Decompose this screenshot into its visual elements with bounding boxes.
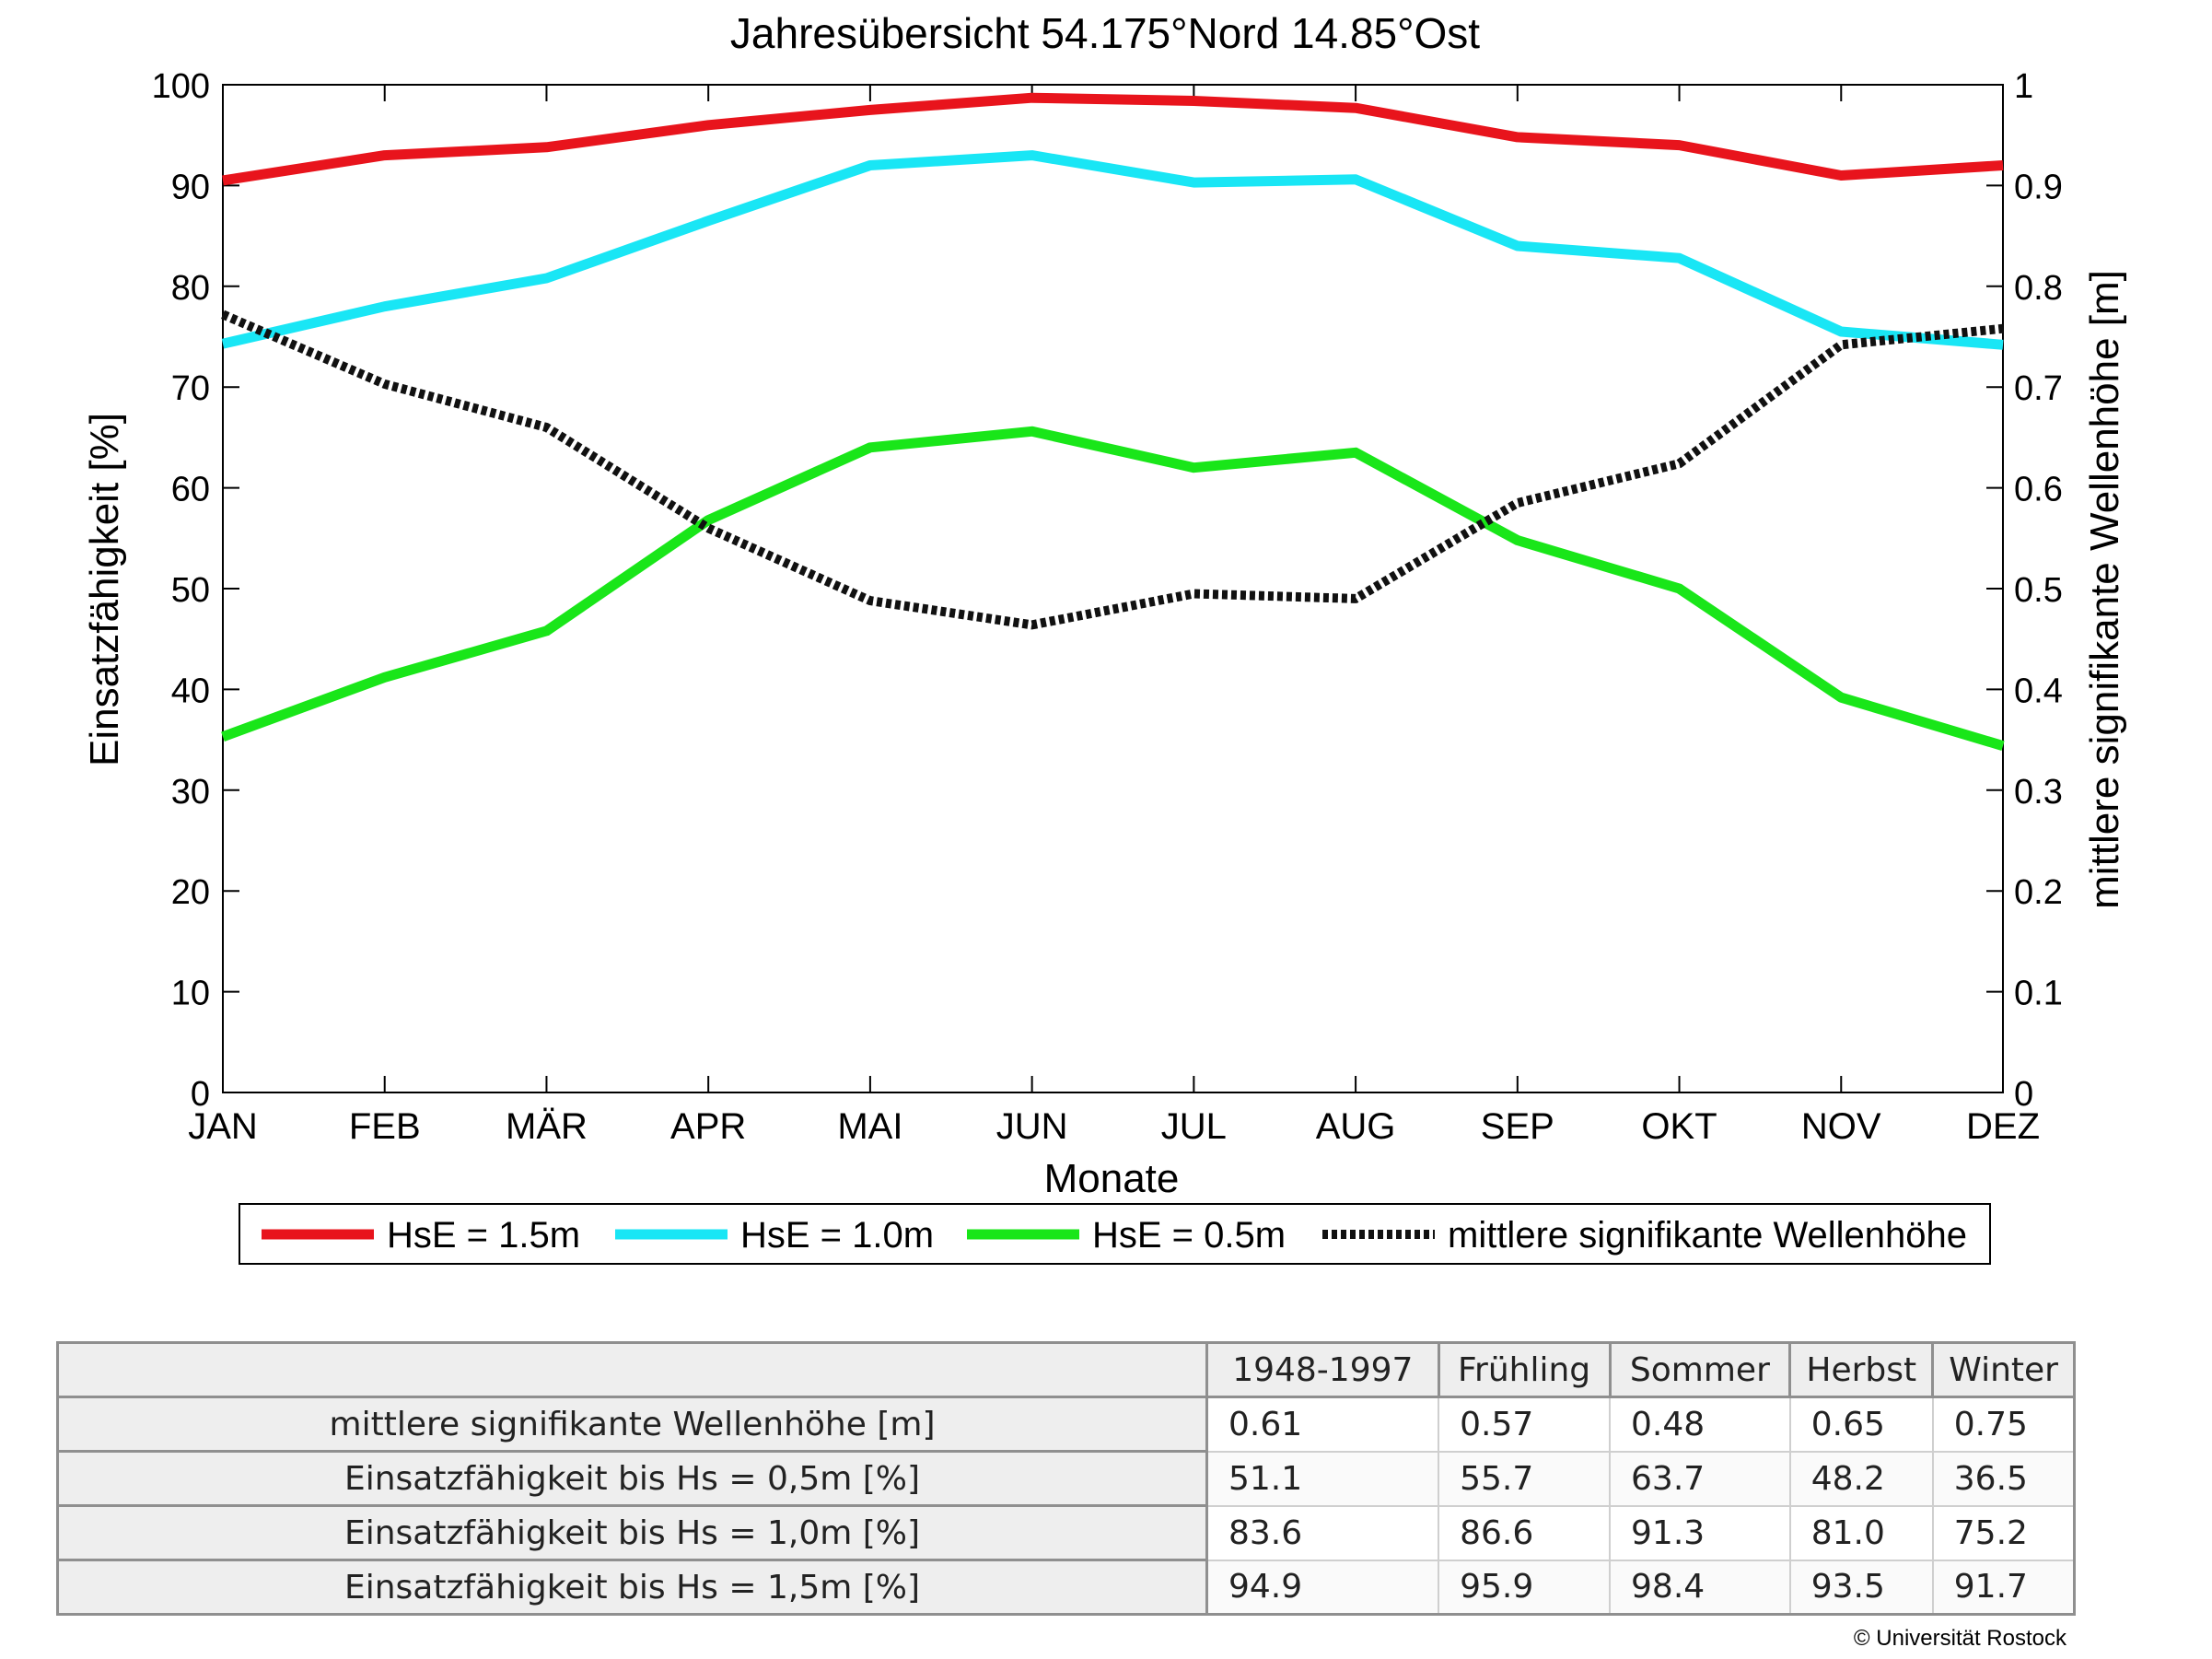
table-cell: 83.6 [1205,1504,1440,1561]
x-tick-label: SEP [1481,1106,1554,1147]
table-header-row: 1948-1997 Frühling Sommer Herbst Winter [56,1341,2076,1398]
y-tick-label: 90 [171,168,210,206]
table-row-label: Einsatzfähigkeit bis Hs = 1,0m [%] [56,1504,1208,1561]
series-line [221,150,2004,350]
y-tick-label: 0 [191,1075,210,1114]
y-tick-label: 80 [171,269,210,308]
table-cell: 91.3 [1609,1504,1791,1561]
y2-tick-label: 0.9 [2014,168,2063,206]
table-header-autumn: Herbst [1788,1341,1935,1398]
table-row-label: Einsatzfähigkeit bis Hs = 0,5m [%] [56,1450,1208,1507]
x-tick-label: MÄR [506,1106,588,1147]
chart: Jahresübersicht 54.175°Nord 14.85°Ost 0 1… [82,9,2127,1265]
x-tick-label: JUN [996,1106,1068,1147]
legend-box [239,1203,1991,1265]
plot-frame [222,84,2004,1093]
x-axis-label: Monate [1044,1156,1180,1201]
table-cell: 86.6 [1438,1504,1612,1561]
y-tick-label: 20 [171,873,210,912]
x-tick-label: APR [670,1106,746,1147]
table-header-summer: Sommer [1609,1341,1792,1398]
table-cell: 81.0 [1788,1504,1934,1561]
series-line [221,426,2005,751]
x-tick-label: JAN [188,1106,258,1147]
y-tick-label: 100 [152,67,210,106]
table-corner-cell [56,1341,1208,1398]
y-tick-label: 50 [171,571,210,610]
y2-tick-label: 0 [2014,1075,2033,1114]
table-cell: 63.7 [1609,1450,1791,1507]
y-tick-label: 30 [171,773,210,812]
table-cell: 93.5 [1788,1559,1934,1616]
x-tick-label: OKT [1641,1106,1717,1147]
x-tick-label: AUG [1316,1106,1396,1147]
series-line [222,92,2004,186]
table-row: Einsatzfähigkeit bis Hs = 0,5m [%] 51.1 … [56,1450,2076,1507]
y2-tick-label: 0.3 [2014,773,2063,812]
table-cell: 48.2 [1788,1450,1934,1507]
table-cell: 98.4 [1609,1559,1791,1616]
y-tick-label: 40 [171,672,210,710]
legend-label: HsE = 0.5m [1092,1215,1286,1256]
table-cell: 95.9 [1438,1559,1612,1616]
table-header-period: 1948-1997 [1205,1341,1440,1398]
y2-tick-label: 1 [2014,67,2033,106]
legend-label: mittlere signifikante Wellenhöhe [1448,1215,1967,1256]
summary-table: 1948-1997 Frühling Sommer Herbst Winter … [56,1341,2076,1616]
legend-label: HsE = 1.0m [740,1215,934,1256]
table-cell: 55.7 [1438,1450,1612,1507]
legend-label: HsE = 1.5m [387,1215,580,1256]
table-row: Einsatzfähigkeit bis Hs = 1,5m [%] 94.9 … [56,1559,2076,1616]
y2-tick-label: 0.7 [2014,369,2063,408]
y2-axis-label: mittlere signifikante Wellenhöhe [m] [2082,270,2127,909]
y-tick-label: 10 [171,975,210,1013]
table-cell: 0.57 [1438,1396,1612,1453]
table-cell: 0.61 [1205,1396,1440,1453]
y2-tick-label: 0.6 [2014,471,2063,509]
table-cell: 36.5 [1931,1450,2076,1507]
table-row: Einsatzfähigkeit bis Hs = 1,0m [%] 83.6 … [56,1504,2076,1561]
y2-tick-label: 0.4 [2014,672,2063,710]
x-tick-label: FEB [349,1106,421,1147]
table-cell: 91.7 [1931,1559,2076,1616]
table-header-spring: Frühling [1438,1341,1612,1398]
table-header-winter: Winter [1931,1341,2076,1398]
table-cell: 0.65 [1788,1396,1934,1453]
table-cell: 75.2 [1931,1504,2076,1561]
series-line [221,310,2004,630]
table-cell: 0.75 [1931,1396,2076,1453]
y2-tick-label: 0.2 [2014,873,2063,912]
x-tick-label: MAI [837,1106,902,1147]
plot-area: 0 10 20 30 40 50 60 70 80 90 100 0 0.1 0.2 0.3 0.4 0.5 0.… [152,67,2063,1147]
y-axis-label: Einsatzfähigkeit [%] [82,413,127,766]
legend: HsE = 1.5m HsE = 1.0m HsE = 0.5m mittlere s… [239,1203,1991,1265]
table-cell: 0.48 [1609,1396,1791,1453]
table-row: mittlere signifikante Wellenhöhe [m] 0.6… [56,1396,2076,1453]
y2-tick-label: 0.5 [2014,571,2063,610]
x-tick-label: NOV [1801,1106,1881,1147]
x-tick-label: DEZ [1966,1106,2040,1147]
y-tick-label: 70 [171,369,210,408]
y2-tick-label: 0.8 [2014,269,2063,308]
table-row-label: Einsatzfähigkeit bis Hs = 1,5m [%] [56,1559,1208,1616]
y2-tick-label: 0.1 [2014,975,2063,1013]
x-tick-label: JUL [1161,1106,1227,1147]
table-cell: 94.9 [1205,1559,1440,1616]
chart-title: Jahresübersicht 54.175°Nord 14.85°Ost [730,9,1480,57]
y-tick-label: 60 [171,471,210,509]
table-cell: 51.1 [1205,1450,1440,1507]
copyright-notice: © Universität Rostock [1853,1626,2066,1651]
table-row-label: mittlere signifikante Wellenhöhe [m] [56,1396,1208,1453]
